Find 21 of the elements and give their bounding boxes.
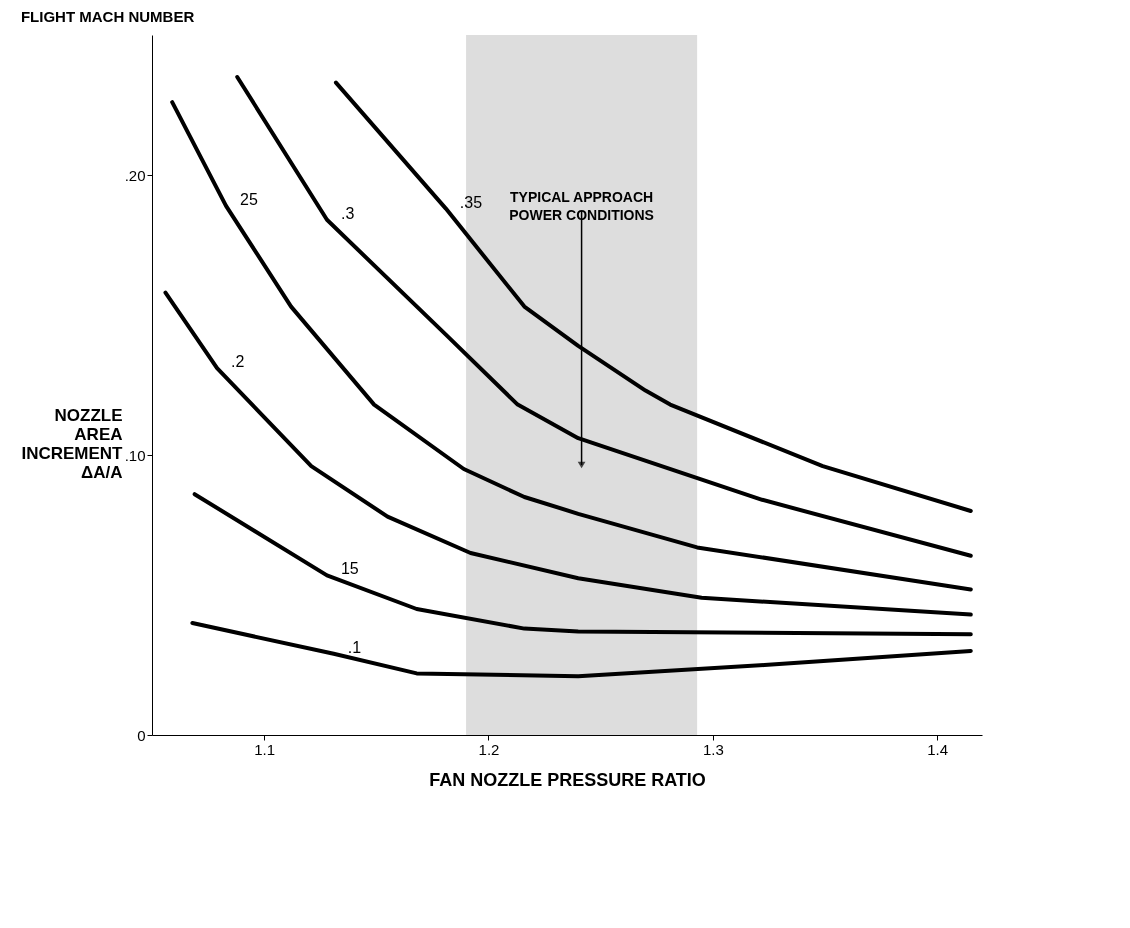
series-label: 15 xyxy=(340,560,359,578)
x-tick-label: 1.2 xyxy=(478,740,500,758)
y-tick-label: .10 xyxy=(124,446,146,464)
line-series xyxy=(163,290,973,617)
x-axis-title: FAN NOZZLE PRESSURE RATIO xyxy=(429,769,706,790)
x-tick-label: 1.4 xyxy=(927,740,949,758)
y-axis-title: NOZZLE AREA INCREMENT ΔA/A xyxy=(21,405,124,482)
line-series xyxy=(170,100,973,592)
y-tick-label: .20 xyxy=(124,166,146,184)
y-tick-label: 0 xyxy=(137,726,146,744)
series-label: .2 xyxy=(231,353,245,371)
x-tick-label: 1.3 xyxy=(702,740,724,758)
series-label: 25 xyxy=(240,190,258,208)
series-label: .1 xyxy=(347,638,362,656)
series-label: .3 xyxy=(340,204,355,222)
legend-title: FLIGHT MACH NUMBER xyxy=(20,8,195,25)
line-series xyxy=(333,80,973,513)
line-series xyxy=(192,492,973,637)
x-tick-label: 1.1 xyxy=(254,740,276,758)
line-series xyxy=(190,621,973,679)
series-label: .35 xyxy=(459,193,483,211)
